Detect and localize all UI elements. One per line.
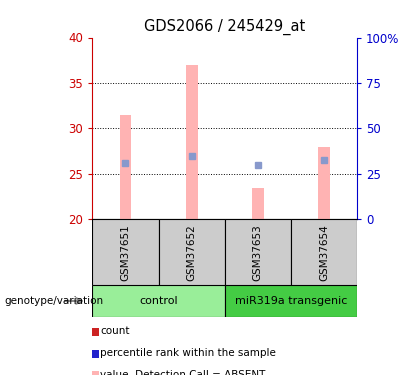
Bar — [159, 219, 225, 285]
Bar — [120, 115, 131, 219]
Bar — [186, 65, 197, 219]
Bar — [252, 188, 264, 219]
Bar — [318, 147, 330, 219]
Text: genotype/variation: genotype/variation — [4, 296, 103, 306]
Text: value, Detection Call = ABSENT: value, Detection Call = ABSENT — [100, 370, 265, 375]
Text: GSM37651: GSM37651 — [121, 224, 131, 280]
Text: GSM37652: GSM37652 — [186, 224, 197, 280]
Bar — [92, 219, 159, 285]
Title: GDS2066 / 245429_at: GDS2066 / 245429_at — [144, 18, 305, 35]
Bar — [225, 285, 357, 317]
Text: count: count — [100, 326, 130, 336]
Text: GSM37654: GSM37654 — [319, 224, 329, 280]
Text: percentile rank within the sample: percentile rank within the sample — [100, 348, 276, 358]
Text: miR319a transgenic: miR319a transgenic — [235, 296, 347, 306]
Bar — [92, 285, 225, 317]
Text: GSM37653: GSM37653 — [253, 224, 263, 280]
Text: control: control — [139, 296, 178, 306]
Bar — [225, 219, 291, 285]
Bar — [291, 219, 357, 285]
